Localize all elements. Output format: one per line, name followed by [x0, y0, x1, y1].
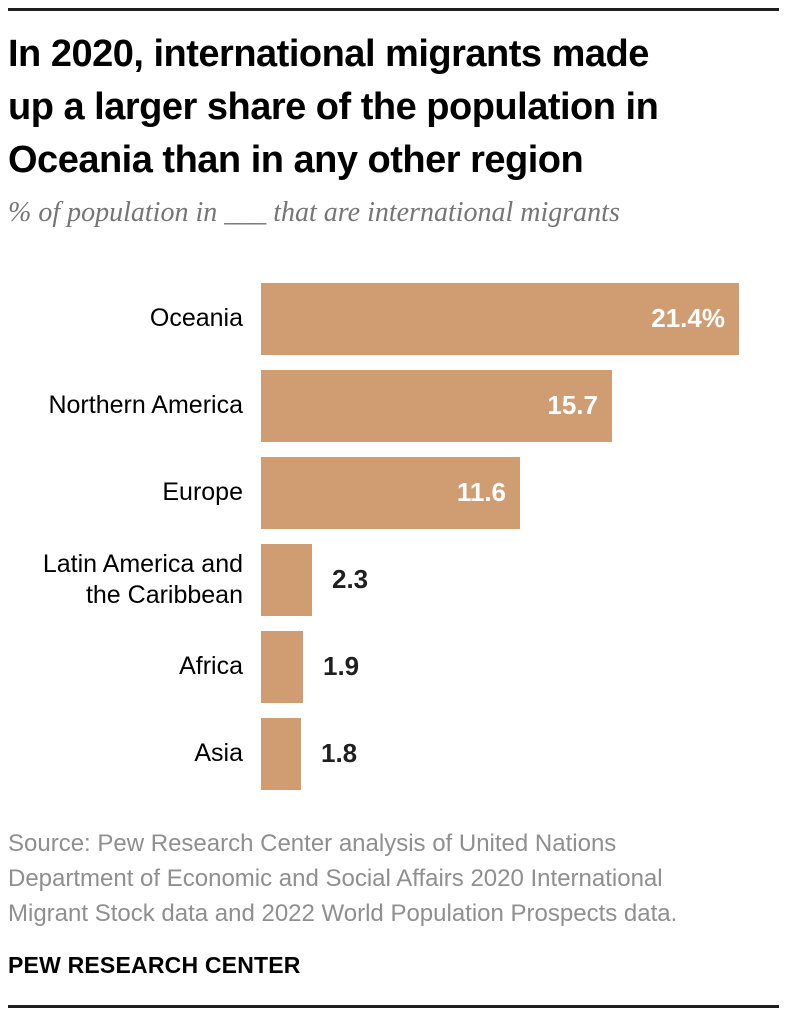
category-label: Europe [162, 478, 243, 506]
source-note: Source: Pew Research Center analysis of … [8, 826, 779, 931]
value-label: 1.9 [323, 651, 360, 681]
bar [261, 543, 312, 616]
bar [261, 630, 303, 703]
source-line-2: Department of Economic and Social Affair… [8, 865, 663, 892]
chart-row: Latin America and the Caribbean 2.3 [8, 536, 779, 623]
chart-title-line-3: Oceania than in any other region [8, 139, 584, 181]
bottom-divider [8, 1005, 779, 1008]
top-divider [8, 8, 779, 11]
category-label: Northern America [48, 391, 243, 419]
chart-row: Africa 1.9 [8, 623, 779, 710]
bar-track: 1.9 [261, 630, 779, 703]
source-line-1: Source: Pew Research Center analysis of … [8, 830, 617, 857]
bar: 15.7 [261, 369, 612, 442]
chart-title-line-2: up a larger share of the population in [8, 86, 659, 128]
bar-track: 21.4% [261, 282, 779, 355]
category-label: Oceania [149, 304, 243, 332]
value-label: 2.3 [332, 564, 369, 594]
bar: 21.4% [261, 282, 739, 355]
value-label: 1.8 [321, 738, 358, 768]
chart-row: Northern America 15.7 [8, 362, 779, 449]
bar-chart: Oceania 21.4% Northern America 15.7 Europe 11… [8, 275, 779, 797]
chart-title-line-1: In 2020, international migrants made [8, 33, 649, 75]
bar-track: 11.6 [261, 456, 779, 529]
value-label: 11.6 [456, 477, 506, 507]
source-line-3: Migrant Stock data and 2022 World Popula… [8, 900, 678, 927]
chart-row: Asia 1.8 [8, 710, 779, 797]
value-label: 21.4% [651, 303, 725, 333]
category-label: Asia [194, 739, 243, 767]
page: In 2020, international migrants made up … [0, 8, 787, 1008]
chart-title: In 2020, international migrants made up … [8, 28, 779, 187]
chart-row: Europe 11.6 [8, 449, 779, 536]
bar-track: 2.3 [261, 543, 779, 616]
bar: 11.6 [261, 456, 520, 529]
category-label: Latin America and the Caribbean [42, 549, 243, 609]
bar-track: 15.7 [261, 369, 779, 442]
chart-row: Oceania 21.4% [8, 275, 779, 362]
bar [261, 717, 301, 790]
pew-research-center-wordmark: PEW RESEARCH CENTER [8, 952, 301, 978]
chart-subtitle: % of population in ___ that are internat… [8, 197, 620, 228]
value-label: 15.7 [547, 390, 598, 420]
category-label: Africa [179, 652, 243, 680]
bar-track: 1.8 [261, 717, 779, 790]
